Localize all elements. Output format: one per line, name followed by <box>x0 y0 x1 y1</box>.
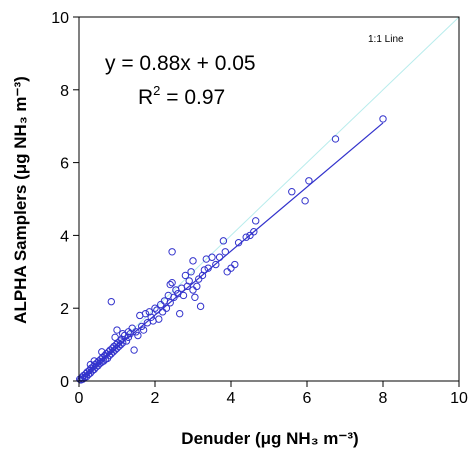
data-point <box>179 291 188 300</box>
x-tick-label: 6 <box>303 390 312 407</box>
r-squared-superscript: 2 <box>153 83 160 98</box>
data-point <box>231 260 239 269</box>
data-point <box>100 357 108 365</box>
data-point <box>141 309 150 318</box>
data-point <box>166 280 174 289</box>
data-point <box>193 282 201 291</box>
data-point <box>98 348 106 356</box>
data-point <box>113 326 121 334</box>
x-axis-title: Denuder (μg NH₃ m⁻³) <box>181 429 358 448</box>
data-point <box>189 257 197 265</box>
data-point <box>176 309 184 318</box>
data-point <box>181 271 190 280</box>
data-point <box>221 248 230 256</box>
data-point <box>196 302 205 311</box>
data-point <box>208 253 216 261</box>
data-point <box>200 266 209 274</box>
data-point <box>162 304 171 312</box>
data-point <box>166 299 174 307</box>
axes: 0 2 4 6 8 10 0 2 4 6 8 10 <box>51 10 468 407</box>
plot-frame <box>78 16 460 382</box>
data-point <box>107 297 116 306</box>
data-point <box>219 237 228 245</box>
data-point <box>147 313 155 321</box>
y-tick-label: 6 <box>60 156 69 173</box>
x-tick-label: 8 <box>379 390 388 407</box>
data-point <box>124 333 133 342</box>
data-point <box>168 279 176 287</box>
data-point <box>139 326 148 334</box>
data-point <box>132 328 140 336</box>
r-squared-label: R2 = 0.97 <box>138 83 225 109</box>
data-point <box>158 308 167 316</box>
data-point <box>122 337 131 345</box>
data-point <box>79 375 87 383</box>
data-point <box>250 228 258 236</box>
data-point <box>331 135 340 143</box>
data-point <box>134 331 142 340</box>
x-tick-label: 4 <box>227 390 236 407</box>
data-point <box>195 275 203 283</box>
data-point <box>138 322 146 331</box>
data-point <box>242 233 250 241</box>
plot-area <box>76 16 460 384</box>
y-tick-label: 2 <box>60 301 69 318</box>
data-point <box>86 360 95 369</box>
y-tick-label: 10 <box>51 10 69 27</box>
data-point <box>212 260 220 269</box>
data-point <box>204 264 212 272</box>
data-point <box>117 340 125 349</box>
data-point <box>130 346 138 354</box>
data-point <box>155 315 163 323</box>
data-point <box>305 177 313 185</box>
r-squared-symbol: R <box>138 86 153 109</box>
one-to-one-line <box>78 16 460 382</box>
equation-label: y = 0.88x + 0.05 <box>105 52 256 75</box>
data-point <box>168 248 176 256</box>
data-point <box>187 268 195 276</box>
data-point <box>215 253 224 261</box>
data-point <box>301 197 309 205</box>
data-point <box>234 238 243 247</box>
y-axis-title: ALPHA Samplers (μg NH₃ m⁻³) <box>11 76 30 324</box>
data-point <box>379 115 387 123</box>
x-tick-label: 0 <box>75 390 84 407</box>
x-tick-label: 2 <box>151 390 160 407</box>
data-point <box>151 304 159 312</box>
data-point <box>111 333 119 342</box>
data-point <box>185 277 193 285</box>
data-point <box>119 339 127 347</box>
one-to-one-label: 1:1 Line <box>368 34 404 45</box>
data-point <box>191 293 199 301</box>
y-tick-label: 0 <box>60 374 69 391</box>
r-squared-value: = 0.97 <box>160 86 225 109</box>
x-tick-label: 10 <box>450 390 468 407</box>
data-point <box>227 264 235 272</box>
y-tick-label: 4 <box>60 228 69 245</box>
y-tick-label: 8 <box>60 83 69 100</box>
data-point <box>252 217 260 225</box>
data-point <box>223 268 231 276</box>
data-point <box>119 329 127 338</box>
data-point <box>288 188 296 196</box>
data-point <box>189 286 197 294</box>
